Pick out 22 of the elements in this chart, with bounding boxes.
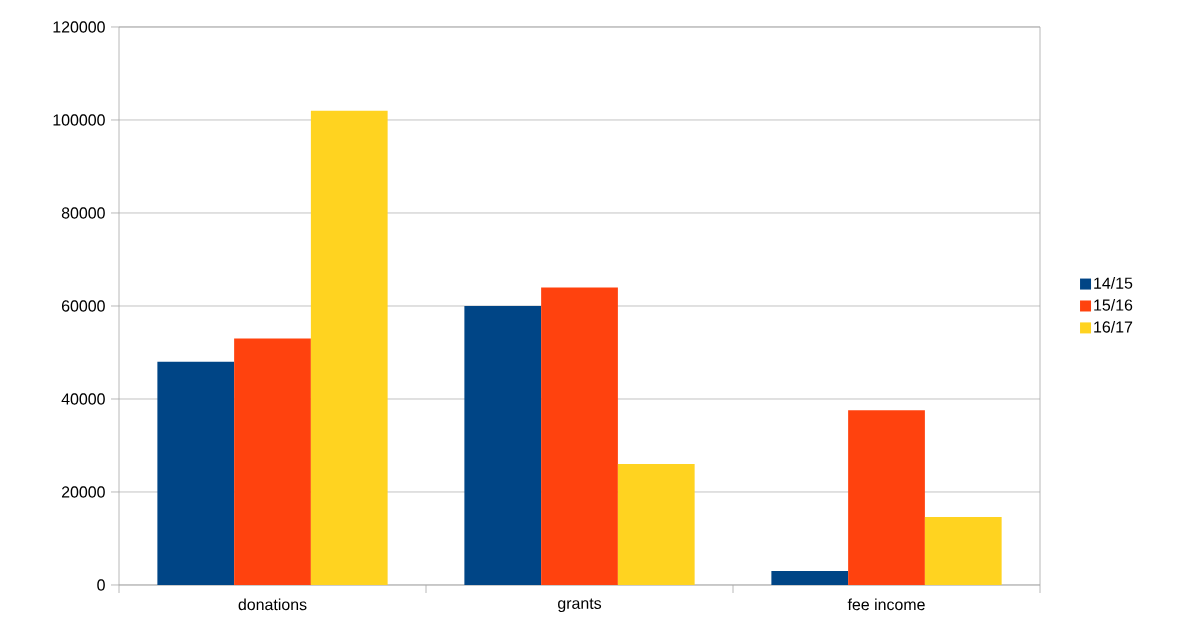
x-tick-label: fee income xyxy=(847,598,925,611)
bar xyxy=(464,305,542,585)
y-tick-label: 80000 xyxy=(61,207,105,219)
y-tick-label: 60000 xyxy=(61,300,105,312)
legend-label: 15/16 xyxy=(1094,299,1133,311)
bar xyxy=(771,571,849,585)
x-tick-label: grants xyxy=(558,598,602,613)
bar xyxy=(234,338,311,585)
bar xyxy=(541,287,618,585)
y-tick-label: 0 xyxy=(97,579,105,591)
x-tick-label: donations xyxy=(238,598,307,611)
y-tick-label: 100000 xyxy=(53,114,105,126)
legend-label: 16/17 xyxy=(1094,320,1133,333)
y-tick-label: 120000 xyxy=(53,21,105,33)
y-tick-label: 20000 xyxy=(61,486,105,498)
bar xyxy=(617,464,695,585)
bar xyxy=(310,110,388,585)
legend-label: 14/15 xyxy=(1094,277,1133,289)
y-tick-label: 40000 xyxy=(61,393,105,405)
bar xyxy=(924,517,1002,585)
bar xyxy=(157,361,235,585)
bar xyxy=(848,410,925,585)
